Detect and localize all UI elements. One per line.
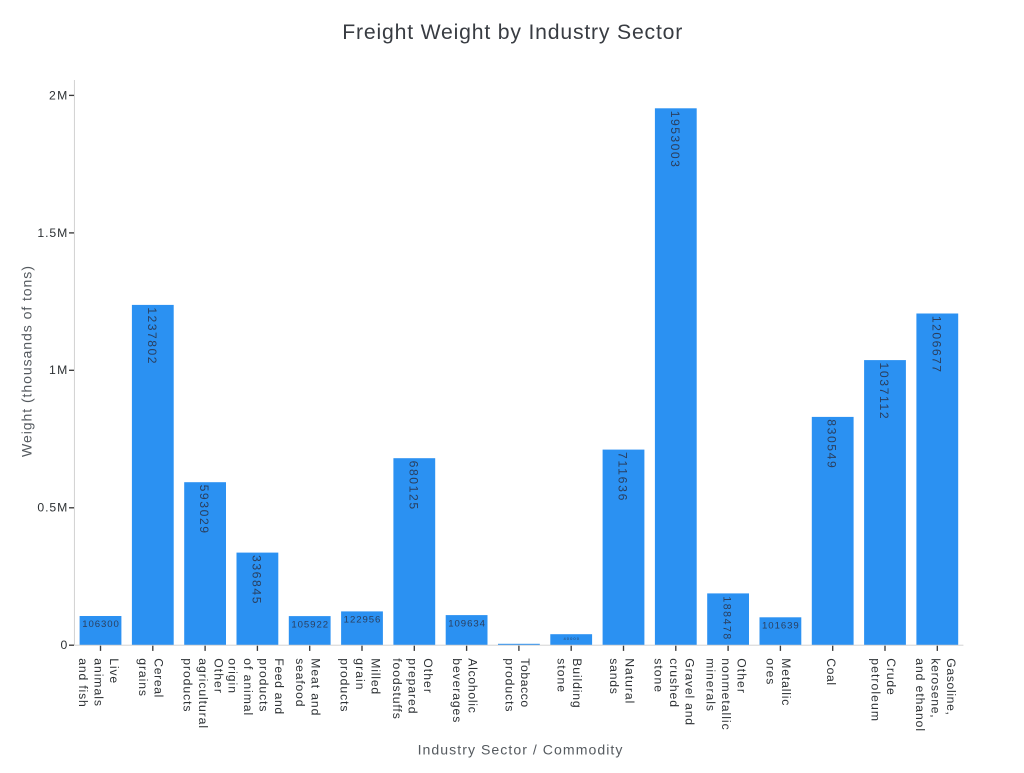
svg-text:grain: grain — [353, 658, 367, 689]
svg-text:products: products — [256, 658, 270, 711]
svg-text:0.5M: 0.5M — [37, 501, 67, 515]
svg-text:Metallic: Metallic — [779, 658, 793, 705]
svg-text:830549: 830549 — [825, 419, 839, 468]
svg-text:2M: 2M — [49, 88, 67, 102]
svg-text:1953003: 1953003 — [668, 111, 682, 167]
svg-text:Weight (thousands of tons): Weight (thousands of tons) — [19, 266, 35, 457]
svg-text:40000: 40000 — [563, 636, 579, 641]
svg-text:minerals: minerals — [704, 658, 718, 711]
svg-text:petroleum: petroleum — [868, 658, 882, 721]
svg-text:101639: 101639 — [762, 620, 799, 631]
svg-text:188478: 188478 — [721, 596, 733, 639]
svg-text:Gravel and: Gravel and — [682, 658, 696, 725]
svg-text:Cereal: Cereal — [152, 658, 166, 697]
svg-text:680125: 680125 — [406, 461, 420, 510]
svg-text:Feed and: Feed and — [272, 658, 286, 714]
svg-text:kerosene,: kerosene, — [928, 658, 942, 717]
svg-text:and fish: and fish — [76, 658, 90, 707]
svg-text:seafood: seafood — [293, 658, 307, 706]
svg-text:Tobacco: Tobacco — [518, 658, 532, 707]
svg-text:products: products — [181, 658, 195, 711]
svg-text:origin: origin — [225, 658, 239, 693]
svg-text:animals: animals — [92, 658, 106, 706]
svg-text:1237802: 1237802 — [145, 307, 159, 363]
svg-text:122956: 122956 — [344, 615, 381, 626]
svg-text:foodstuffs: foodstuffs — [390, 658, 404, 719]
svg-text:Coal: Coal — [824, 658, 838, 685]
svg-text:1037112: 1037112 — [877, 363, 891, 419]
svg-text:593029: 593029 — [197, 485, 211, 534]
svg-text:Freight Weight by Industry Sec: Freight Weight by Industry Sector — [342, 21, 682, 44]
svg-text:ores: ores — [764, 658, 778, 684]
svg-text:1M: 1M — [49, 363, 67, 377]
svg-text:Natural: Natural — [622, 658, 636, 703]
svg-text:109634: 109634 — [448, 618, 485, 629]
svg-text:Meat and: Meat and — [309, 658, 323, 715]
svg-text:Alcoholic: Alcoholic — [465, 658, 479, 712]
svg-text:106300: 106300 — [82, 619, 119, 630]
svg-text:crushed: crushed — [667, 658, 681, 707]
svg-text:products: products — [502, 658, 516, 711]
svg-text:Other: Other — [421, 658, 435, 693]
svg-text:105922: 105922 — [291, 619, 328, 630]
svg-text:Live: Live — [107, 658, 121, 683]
svg-text:Other: Other — [735, 658, 749, 693]
svg-text:711636: 711636 — [615, 452, 629, 501]
svg-text:Industry Sector / Commodity: Industry Sector / Commodity — [418, 742, 624, 758]
svg-text:grains: grains — [136, 658, 150, 696]
svg-text:336845: 336845 — [249, 555, 263, 604]
svg-text:beverages: beverages — [450, 658, 464, 722]
svg-text:1206677: 1206677 — [929, 316, 943, 372]
svg-text:sands: sands — [607, 658, 621, 694]
svg-text:stone: stone — [555, 658, 569, 692]
svg-text:prepared: prepared — [405, 658, 419, 713]
svg-text:Gasoline,: Gasoline, — [944, 658, 958, 715]
svg-text:1.5M: 1.5M — [37, 226, 67, 240]
svg-text:of animal: of animal — [241, 658, 255, 715]
svg-text:0: 0 — [61, 638, 68, 652]
svg-text:and ethanol: and ethanol — [913, 658, 927, 731]
svg-text:Building: Building — [570, 658, 584, 707]
svg-text:agricultural: agricultural — [196, 658, 210, 728]
svg-text:nonmetallic: nonmetallic — [719, 658, 733, 729]
svg-text:Crude: Crude — [884, 658, 898, 695]
svg-text:products: products — [338, 658, 352, 711]
svg-text:Milled: Milled — [369, 658, 383, 694]
svg-text:Other: Other — [212, 658, 226, 693]
svg-text:stone: stone — [651, 658, 665, 692]
